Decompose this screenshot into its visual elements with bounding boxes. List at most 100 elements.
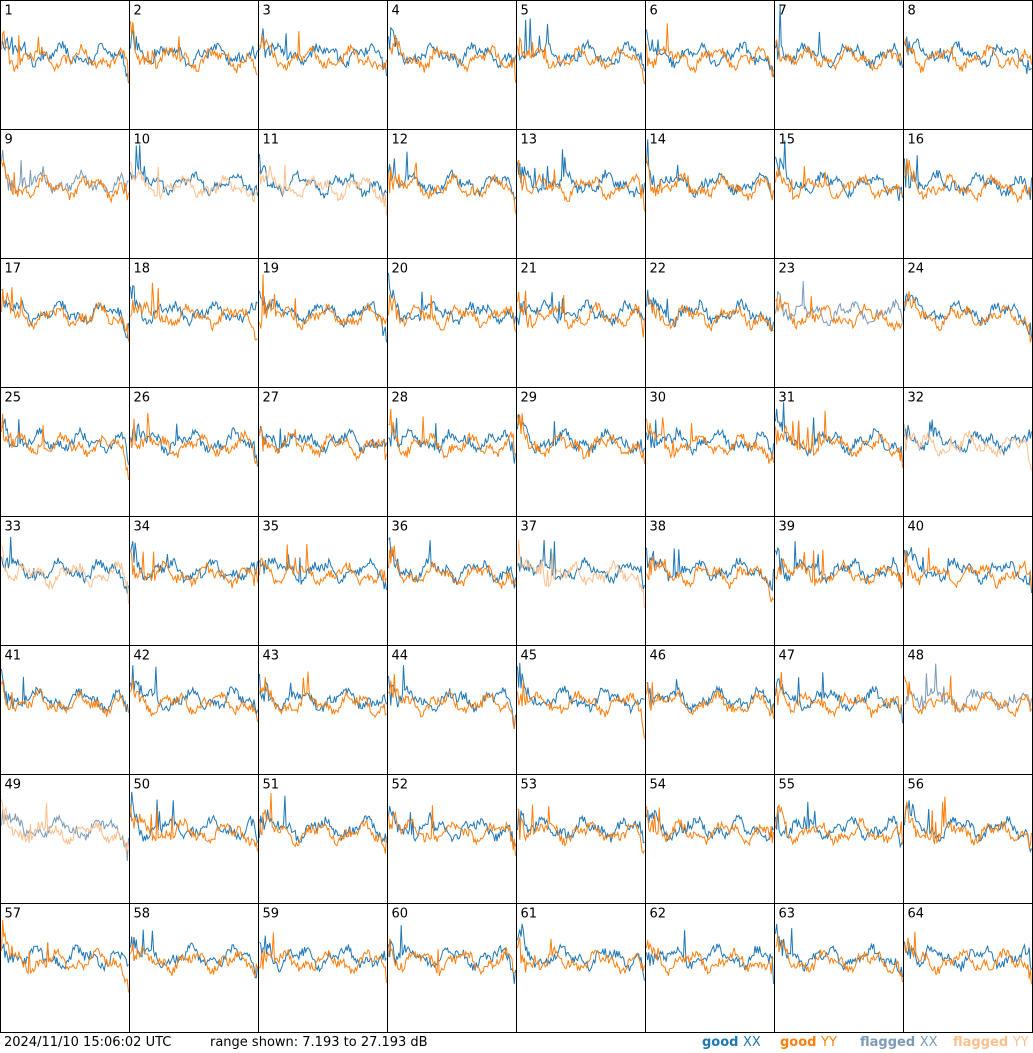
panel-47: 47: [774, 645, 904, 775]
panel-label: 15: [779, 133, 796, 148]
trace-xx: [259, 935, 387, 973]
trace-xx: [388, 417, 516, 464]
panel-frame: [903, 516, 1033, 646]
trace-yy: [388, 34, 516, 83]
trace-xx: [388, 151, 516, 202]
trace-xx: [775, 801, 903, 849]
panel-frame: [0, 516, 130, 646]
trace-yy: [517, 539, 645, 609]
trace-xx: [904, 419, 1032, 457]
panel-frame: [645, 0, 775, 130]
panel-frame: [774, 645, 904, 775]
trace-yy: [130, 161, 258, 204]
panel-label: 39: [779, 520, 796, 535]
panel-label: 27: [263, 391, 280, 406]
panel-frame: [774, 129, 904, 259]
trace-yy: [775, 295, 903, 332]
trace-yy: [904, 931, 1032, 985]
trace-yy: [1, 545, 129, 604]
trace-yy: [1, 413, 129, 480]
trace-yy: [259, 932, 387, 983]
trace-yy: [1, 919, 129, 993]
panel-label: 3: [263, 4, 271, 19]
panel-34: 34: [129, 516, 259, 646]
panel-frame: [387, 258, 517, 388]
panel-51: 51: [258, 774, 388, 904]
panel-frame: [0, 258, 130, 388]
panel-label: 61: [521, 907, 538, 922]
trace-yy: [388, 673, 516, 730]
trace-xx: [646, 139, 774, 200]
panel-59: 59: [258, 903, 388, 1033]
trace-xx: [259, 425, 387, 455]
trace-xx: [1, 36, 129, 84]
trace-xx: [1, 536, 129, 594]
panel-43: 43: [258, 645, 388, 775]
trace-yy: [259, 543, 387, 587]
panel-60: 60: [387, 903, 517, 1033]
panel-12: 12: [387, 129, 517, 259]
panel-frame: [387, 903, 517, 1033]
panel-18: 18: [129, 258, 259, 388]
trace-yy: [1, 30, 129, 83]
panel-35: 35: [258, 516, 388, 646]
trace-xx: [388, 273, 516, 325]
panel-label: 7: [779, 4, 787, 19]
panel-46: 46: [645, 645, 775, 775]
panel-53: 53: [516, 774, 646, 904]
panel-label: 50: [134, 778, 151, 793]
panel-label: 2: [134, 4, 142, 19]
panel-label: 24: [908, 262, 925, 277]
panel-frame: [774, 0, 904, 130]
trace-xx: [517, 810, 645, 844]
trace-yy: [775, 934, 903, 983]
trace-xx: [130, 665, 258, 715]
panel-label: 34: [134, 520, 151, 535]
footer: 2024/11/10 15:06:02 UTC range shown: 7.1…: [0, 1033, 1033, 1053]
trace-yy: [775, 166, 903, 201]
panel-frame: [387, 387, 517, 517]
trace-xx: [646, 419, 774, 460]
panel-6: 6: [645, 0, 775, 130]
trace-yy: [646, 682, 774, 719]
panel-label: 58: [134, 907, 151, 922]
panel-frame: [129, 516, 259, 646]
panel-label: 37: [521, 520, 538, 535]
panel-label: 12: [392, 133, 409, 148]
panel-frame: [774, 903, 904, 1033]
trace-yy: [388, 408, 516, 460]
trace-xx: [259, 554, 387, 590]
panel-frame: [516, 645, 646, 775]
panel-frame: [645, 903, 775, 1033]
trace-xx: [388, 806, 516, 849]
trace-xx: [646, 289, 774, 333]
panel-frame: [903, 0, 1033, 130]
panel-20: 20: [387, 258, 517, 388]
panel-label: 38: [650, 520, 667, 535]
panel-frame: [258, 387, 388, 517]
trace-yy: [130, 678, 258, 722]
panel-21: 21: [516, 258, 646, 388]
panel-frame: [903, 387, 1033, 517]
timestamp: 2024/11/10 15:06:02 UTC: [4, 1035, 172, 1050]
panel-54: 54: [645, 774, 775, 904]
panel-5: 5: [516, 0, 646, 130]
trace-yy: [904, 291, 1032, 343]
panel-frame: [129, 129, 259, 259]
panel-52: 52: [387, 774, 517, 904]
panel-42: 42: [129, 645, 259, 775]
panel-frame: [0, 387, 130, 517]
panel-label: 29: [521, 391, 538, 406]
panel-label: 36: [392, 520, 409, 535]
panel-label: 22: [650, 262, 667, 277]
trace-yy: [517, 290, 645, 338]
trace-yy: [130, 942, 258, 977]
legend-state: flagged: [953, 1035, 1009, 1050]
panel-label: 57: [5, 907, 22, 922]
panel-frame: [258, 258, 388, 388]
trace-xx: [130, 422, 258, 467]
trace-yy: [517, 36, 645, 85]
trace-xx: [130, 929, 258, 979]
panel-57: 57: [0, 903, 130, 1033]
